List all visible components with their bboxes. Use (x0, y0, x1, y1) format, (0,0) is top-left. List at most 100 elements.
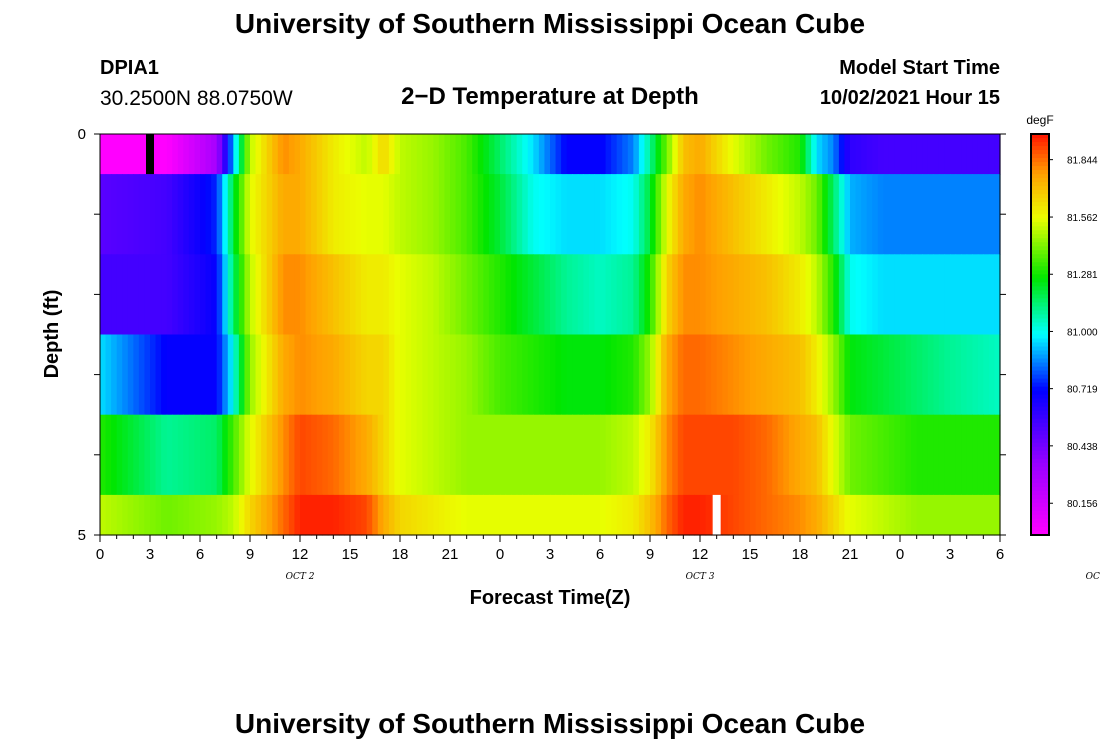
heatmap-cell (116, 174, 123, 255)
y-axis: 05 (78, 126, 1006, 544)
heatmap-cell (911, 494, 918, 536)
heatmap-cell (472, 414, 479, 496)
heatmap-cell (738, 494, 746, 536)
heatmap-cell (477, 134, 484, 175)
colorbar-segment (1031, 202, 1049, 207)
heatmap-cell (961, 134, 968, 175)
heatmap-cell (844, 174, 851, 255)
heatmap-cell (600, 414, 607, 496)
heatmap-cell (194, 254, 201, 336)
heatmap-cell (361, 254, 368, 336)
colorbar-segment (1031, 402, 1049, 408)
heatmap-cell (911, 254, 918, 336)
heatmap-cell (400, 174, 407, 255)
heatmap-cell (988, 334, 996, 416)
heatmap-cell (666, 134, 673, 175)
heatmap-cell (733, 134, 740, 175)
heatmap-cell (633, 494, 640, 536)
heatmap-cell (811, 134, 818, 175)
colorbar-tick-label: 80.438 (1067, 442, 1098, 453)
heatmap-cell (727, 254, 734, 336)
heatmap-cell (322, 334, 329, 416)
heatmap-cell (472, 254, 479, 336)
heatmap-cell (738, 414, 746, 496)
heatmap-cell (127, 334, 134, 416)
heatmap-cell (438, 494, 446, 536)
heatmap-cell (422, 334, 429, 416)
colorbar-segment (1031, 486, 1049, 492)
heatmap-cell (483, 334, 490, 416)
colorbar-segment (1031, 294, 1049, 300)
heatmap-cell (716, 134, 723, 175)
heatmap-cell (955, 494, 962, 536)
heatmap-cell (944, 174, 951, 255)
heatmap-cell (588, 414, 596, 496)
heatmap-cell (144, 174, 151, 255)
heatmap-cell (583, 414, 590, 496)
heatmap-cell (450, 494, 457, 536)
heatmap-cell (950, 494, 957, 536)
colorbar-segment (1031, 186, 1049, 191)
heatmap-cell (627, 334, 634, 416)
heatmap-cell (466, 334, 473, 416)
heatmap-cell (138, 494, 146, 536)
heatmap-cell (733, 254, 740, 336)
heatmap-cell (561, 134, 568, 175)
heatmap-cell (866, 414, 873, 496)
heatmap-cell (700, 494, 707, 536)
heatmap-cell (616, 494, 623, 536)
heatmap-cell (483, 134, 490, 175)
x-tick-label: 9 (646, 546, 654, 563)
heatmap-cell (811, 254, 818, 336)
heatmap-cell (105, 414, 112, 496)
heatmap-cell (133, 334, 140, 416)
heatmap-cell (138, 334, 146, 416)
heatmap-cell (983, 334, 990, 416)
y-axis-title: Depth (ft) (41, 290, 63, 379)
heatmap-cell (316, 174, 323, 255)
heatmap-cell (316, 134, 323, 175)
heatmap-cell (744, 174, 751, 255)
heatmap-cell (377, 334, 384, 416)
heatmap-cell (361, 414, 368, 496)
heatmap-cell (200, 334, 207, 416)
heatmap-cell (711, 254, 718, 336)
heatmap-cell (705, 134, 712, 175)
colorbar-segment (1031, 206, 1049, 211)
heatmap-cell (488, 414, 496, 496)
heatmap-cell (400, 254, 407, 336)
heatmap-cell (522, 334, 529, 416)
heatmap-cell (694, 494, 701, 536)
heatmap-cell (450, 334, 457, 416)
heatmap-cell (711, 134, 718, 175)
heatmap-cell (488, 334, 496, 416)
heatmap-cell (588, 334, 596, 416)
heatmap-cell (133, 174, 140, 255)
heatmap-cell (672, 134, 679, 175)
heatmap-cell (872, 174, 879, 255)
heatmap-cell (155, 334, 162, 416)
heatmap-cell (522, 254, 529, 336)
heatmap-cell (250, 494, 257, 536)
heatmap-cell (650, 414, 657, 496)
heatmap-cell (177, 174, 184, 255)
heatmap-cell (961, 254, 968, 336)
heatmap-cell (450, 414, 457, 496)
heatmap-cell (272, 174, 279, 255)
station-id: DPIA1 (100, 57, 159, 79)
heatmap-cell (372, 174, 379, 255)
heatmap-cell (783, 334, 790, 416)
heatmap-cell (411, 174, 418, 255)
heatmap-cell (100, 334, 107, 416)
heatmap-cell (905, 254, 912, 336)
heatmap-cell (855, 494, 862, 536)
heatmap-cell (838, 134, 846, 175)
heatmap-cell (583, 174, 590, 255)
heatmap-cell (288, 134, 296, 175)
heatmap-cell (977, 174, 984, 255)
heatmap-cell (200, 414, 207, 496)
heatmap-cell (227, 494, 234, 536)
heatmap-cell (266, 414, 273, 496)
colorbar-segment (1031, 238, 1049, 243)
heatmap-cell (105, 334, 112, 416)
